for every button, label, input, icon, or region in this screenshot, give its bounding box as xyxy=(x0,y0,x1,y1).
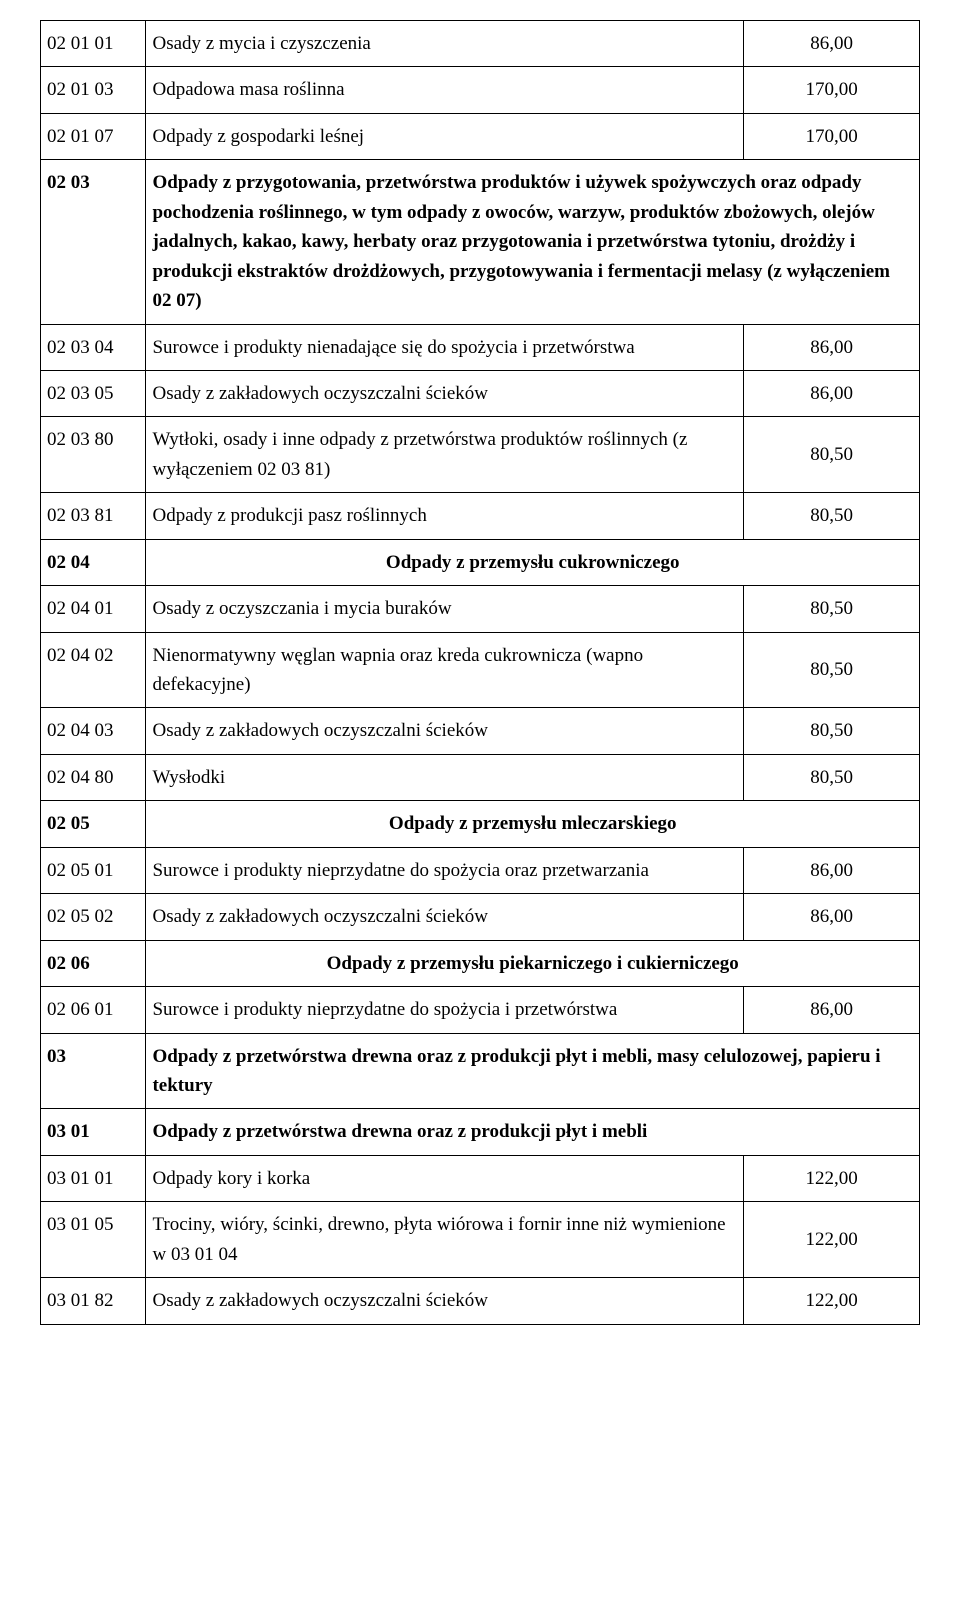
code-cell: 02 03 80 xyxy=(41,417,146,493)
document-page: 02 01 01Osady z mycia i czyszczenia86,00… xyxy=(0,0,960,1355)
table-row: 02 01 07Odpady z gospodarki leśnej170,00 xyxy=(41,113,920,159)
code-cell: 02 03 05 xyxy=(41,370,146,416)
amount-cell: 80,50 xyxy=(744,754,920,800)
table-row: 02 04 01Osady z oczyszczania i mycia bur… xyxy=(41,586,920,632)
table-row: 02 03 05Osady z zakładowych oczyszczalni… xyxy=(41,370,920,416)
amount-cell: 80,50 xyxy=(744,493,920,539)
amount-cell: 122,00 xyxy=(744,1278,920,1324)
table-row: 02 03 04Surowce i produkty nienadające s… xyxy=(41,324,920,370)
table-row: 02 01 01Osady z mycia i czyszczenia86,00 xyxy=(41,21,920,67)
table-row: 02 01 03Odpadowa masa roślinna170,00 xyxy=(41,67,920,113)
desc-cell: Nienormatywny węglan wapnia oraz kreda c… xyxy=(146,632,744,708)
desc-cell: Surowce i produkty nieprzydatne do spoży… xyxy=(146,847,744,893)
desc-cell: Osady z zakładowych oczyszczalni ścieków xyxy=(146,1278,744,1324)
amount-cell: 80,50 xyxy=(744,586,920,632)
amount-cell: 86,00 xyxy=(744,324,920,370)
code-cell: 02 04 03 xyxy=(41,708,146,754)
amount-cell: 86,00 xyxy=(744,21,920,67)
code-cell: 02 05 xyxy=(41,801,146,847)
amount-cell: 170,00 xyxy=(744,67,920,113)
desc-cell: Odpady z gospodarki leśnej xyxy=(146,113,744,159)
table-row: 02 03 80Wytłoki, osady i inne odpady z p… xyxy=(41,417,920,493)
amount-cell: 86,00 xyxy=(744,894,920,940)
amount-cell: 86,00 xyxy=(744,370,920,416)
code-cell: 02 03 xyxy=(41,160,146,324)
table-row: 02 03Odpady z przygotowania, przetwórstw… xyxy=(41,160,920,324)
table-row: 03 01 82Osady z zakładowych oczyszczalni… xyxy=(41,1278,920,1324)
section-desc-cell: Odpady z przemysłu mleczarskiego xyxy=(146,801,920,847)
table-row: 03Odpady z przetwórstwa drewna oraz z pr… xyxy=(41,1033,920,1109)
code-cell: 02 05 02 xyxy=(41,894,146,940)
table-row: 02 03 81Odpady z produkcji pasz roślinny… xyxy=(41,493,920,539)
desc-cell: Surowce i produkty nienadające się do sp… xyxy=(146,324,744,370)
desc-cell: Odpadowa masa roślinna xyxy=(146,67,744,113)
waste-codes-table: 02 01 01Osady z mycia i czyszczenia86,00… xyxy=(40,20,920,1325)
table-row: 02 06 01Surowce i produkty nieprzydatne … xyxy=(41,987,920,1033)
code-cell: 03 01 01 xyxy=(41,1155,146,1201)
section-desc-cell: Odpady z przetwórstwa drewna oraz z prod… xyxy=(146,1109,920,1155)
section-desc-cell: Odpady z przetwórstwa drewna oraz z prod… xyxy=(146,1033,920,1109)
desc-cell: Wysłodki xyxy=(146,754,744,800)
amount-cell: 122,00 xyxy=(744,1202,920,1278)
table-row: 02 04 03Osady z zakładowych oczyszczalni… xyxy=(41,708,920,754)
code-cell: 02 01 03 xyxy=(41,67,146,113)
code-cell: 02 01 07 xyxy=(41,113,146,159)
table-row: 02 04 80Wysłodki80,50 xyxy=(41,754,920,800)
desc-cell: Osady z mycia i czyszczenia xyxy=(146,21,744,67)
code-cell: 02 01 01 xyxy=(41,21,146,67)
table-row: 03 01Odpady z przetwórstwa drewna oraz z… xyxy=(41,1109,920,1155)
desc-cell: Trociny, wióry, ścinki, drewno, płyta wi… xyxy=(146,1202,744,1278)
desc-cell: Osady z oczyszczania i mycia buraków xyxy=(146,586,744,632)
desc-cell: Wytłoki, osady i inne odpady z przetwórs… xyxy=(146,417,744,493)
code-cell: 03 01 xyxy=(41,1109,146,1155)
code-cell: 02 06 xyxy=(41,940,146,986)
code-cell: 02 04 02 xyxy=(41,632,146,708)
amount-cell: 80,50 xyxy=(744,708,920,754)
amount-cell: 86,00 xyxy=(744,847,920,893)
desc-cell: Surowce i produkty nieprzydatne do spoży… xyxy=(146,987,744,1033)
amount-cell: 80,50 xyxy=(744,417,920,493)
waste-codes-table-body: 02 01 01Osady z mycia i czyszczenia86,00… xyxy=(41,21,920,1325)
desc-cell: Odpady kory i korka xyxy=(146,1155,744,1201)
amount-cell: 80,50 xyxy=(744,632,920,708)
table-row: 02 04Odpady z przemysłu cukrowniczego xyxy=(41,539,920,585)
table-row: 02 05 01Surowce i produkty nieprzydatne … xyxy=(41,847,920,893)
amount-cell: 170,00 xyxy=(744,113,920,159)
table-row: 03 01 01Odpady kory i korka122,00 xyxy=(41,1155,920,1201)
amount-cell: 122,00 xyxy=(744,1155,920,1201)
section-desc-cell: Odpady z przygotowania, przetwórstwa pro… xyxy=(146,160,920,324)
desc-cell: Osady z zakładowych oczyszczalni ścieków xyxy=(146,370,744,416)
table-row: 03 01 05Trociny, wióry, ścinki, drewno, … xyxy=(41,1202,920,1278)
code-cell: 03 01 05 xyxy=(41,1202,146,1278)
code-cell: 03 xyxy=(41,1033,146,1109)
code-cell: 03 01 82 xyxy=(41,1278,146,1324)
table-row: 02 05Odpady z przemysłu mleczarskiego xyxy=(41,801,920,847)
section-desc-cell: Odpady z przemysłu cukrowniczego xyxy=(146,539,920,585)
desc-cell: Odpady z produkcji pasz roślinnych xyxy=(146,493,744,539)
table-row: 02 05 02Osady z zakładowych oczyszczalni… xyxy=(41,894,920,940)
desc-cell: Osady z zakładowych oczyszczalni ścieków xyxy=(146,894,744,940)
table-row: 02 06Odpady z przemysłu piekarniczego i … xyxy=(41,940,920,986)
code-cell: 02 06 01 xyxy=(41,987,146,1033)
code-cell: 02 04 xyxy=(41,539,146,585)
amount-cell: 86,00 xyxy=(744,987,920,1033)
code-cell: 02 04 01 xyxy=(41,586,146,632)
code-cell: 02 05 01 xyxy=(41,847,146,893)
desc-cell: Osady z zakładowych oczyszczalni ścieków xyxy=(146,708,744,754)
code-cell: 02 03 04 xyxy=(41,324,146,370)
code-cell: 02 04 80 xyxy=(41,754,146,800)
table-row: 02 04 02Nienormatywny węglan wapnia oraz… xyxy=(41,632,920,708)
code-cell: 02 03 81 xyxy=(41,493,146,539)
section-desc-cell: Odpady z przemysłu piekarniczego i cukie… xyxy=(146,940,920,986)
